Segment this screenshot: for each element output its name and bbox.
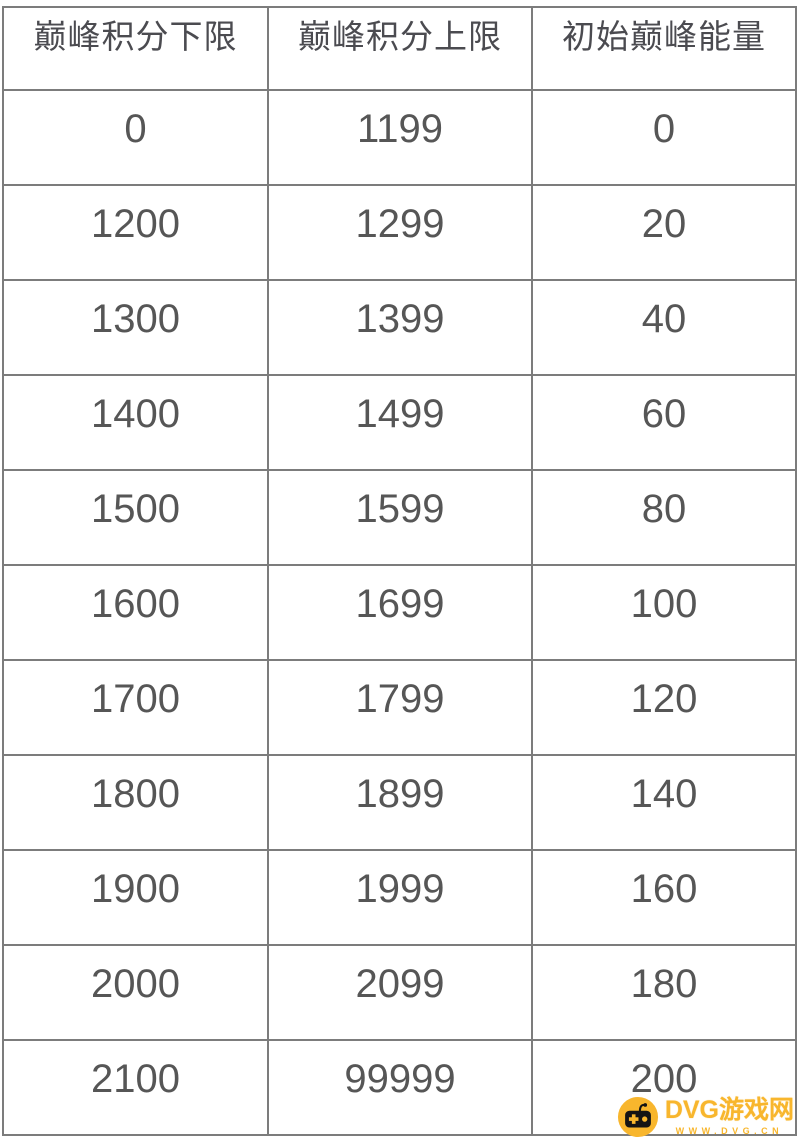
cell-upper: 1199 <box>267 89 533 186</box>
cell-lower: 1400 <box>2 374 269 471</box>
table-row: 1600 1699 100 <box>2 564 797 661</box>
cell-upper: 1299 <box>267 184 533 281</box>
table-row: 1700 1799 120 <box>2 659 797 756</box>
cell-energy: 200 <box>531 1039 797 1136</box>
peak-points-table: 巅峰积分下限 巅峰积分上限 初始巅峰能量 0 1199 0 1200 1299 … <box>2 6 797 1136</box>
table-row: 2000 2099 180 <box>2 944 797 1041</box>
header-peak-points-upper: 巅峰积分上限 <box>267 6 533 91</box>
cell-upper: 1399 <box>267 279 533 376</box>
table-row: 1900 1999 160 <box>2 849 797 946</box>
cell-lower: 2100 <box>2 1039 269 1136</box>
cell-energy: 100 <box>531 564 797 661</box>
cell-lower: 1800 <box>2 754 269 851</box>
cell-upper: 2099 <box>267 944 533 1041</box>
cell-lower: 1700 <box>2 659 269 756</box>
cell-energy: 40 <box>531 279 797 376</box>
header-initial-peak-energy: 初始巅峰能量 <box>531 6 797 91</box>
header-peak-points-lower: 巅峰积分下限 <box>2 6 269 91</box>
cell-lower: 1900 <box>2 849 269 946</box>
cell-lower: 1200 <box>2 184 269 281</box>
cell-energy: 20 <box>531 184 797 281</box>
cell-upper: 1699 <box>267 564 533 661</box>
table-header-row: 巅峰积分下限 巅峰积分上限 初始巅峰能量 <box>2 6 797 91</box>
cell-energy: 160 <box>531 849 797 946</box>
cell-lower: 1500 <box>2 469 269 566</box>
cell-energy: 120 <box>531 659 797 756</box>
cell-energy: 0 <box>531 89 797 186</box>
cell-lower: 2000 <box>2 944 269 1041</box>
cell-lower: 1600 <box>2 564 269 661</box>
cell-upper: 99999 <box>267 1039 533 1136</box>
table-row: 0 1199 0 <box>2 89 797 186</box>
cell-upper: 1999 <box>267 849 533 946</box>
cell-energy: 60 <box>531 374 797 471</box>
cell-upper: 1899 <box>267 754 533 851</box>
cell-upper: 1599 <box>267 469 533 566</box>
table-row: 1200 1299 20 <box>2 184 797 281</box>
cell-energy: 180 <box>531 944 797 1041</box>
cell-upper: 1499 <box>267 374 533 471</box>
table-row: 2100 99999 200 <box>2 1039 797 1136</box>
cell-lower: 0 <box>2 89 269 186</box>
table-row: 1400 1499 60 <box>2 374 797 471</box>
cell-lower: 1300 <box>2 279 269 376</box>
table-row: 1300 1399 40 <box>2 279 797 376</box>
cell-energy: 140 <box>531 754 797 851</box>
cell-energy: 80 <box>531 469 797 566</box>
table-row: 1500 1599 80 <box>2 469 797 566</box>
table-row: 1800 1899 140 <box>2 754 797 851</box>
cell-upper: 1799 <box>267 659 533 756</box>
